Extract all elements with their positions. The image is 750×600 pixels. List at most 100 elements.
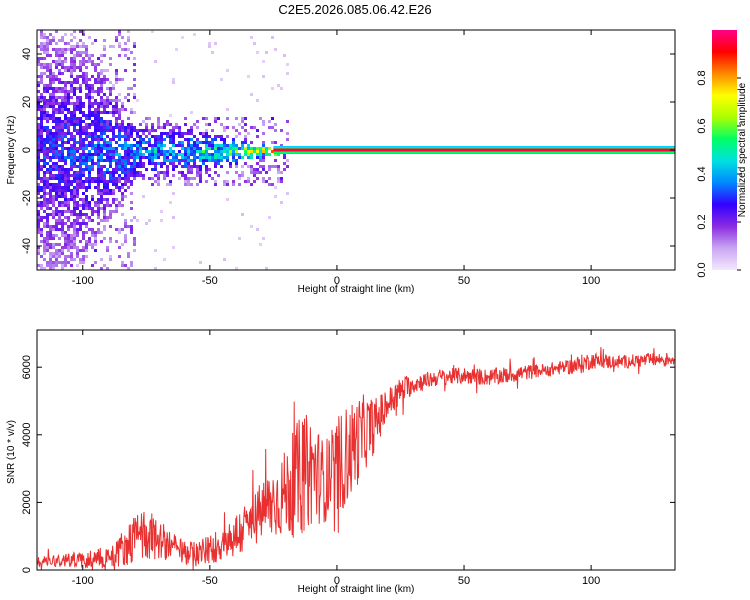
heatmap-cell (118, 174, 121, 177)
heatmap-cell (55, 177, 58, 180)
heatmap-cell (250, 183, 253, 186)
heatmap-cell (85, 117, 88, 120)
heatmap-cell (67, 42, 70, 45)
heatmap-cell (37, 162, 40, 165)
heatmap-cell (172, 141, 175, 144)
heatmap-cell (55, 60, 58, 63)
heatmap-cell (115, 171, 118, 174)
heatmap-cell (205, 150, 208, 153)
heatmap-cell (220, 159, 223, 162)
heatmap-cell (61, 159, 64, 162)
heatmap-cell (64, 156, 67, 159)
x-tick-label: -100 (72, 575, 94, 587)
heatmap-cell (88, 165, 91, 168)
heatmap-cell (130, 51, 133, 54)
heatmap-cell (145, 129, 148, 132)
heatmap-cell (46, 36, 49, 39)
heatmap-cell (37, 174, 40, 177)
heatmap-cell (103, 186, 106, 189)
heatmap-cell (91, 144, 94, 147)
heatmap-cell (88, 201, 91, 204)
heatmap-cell (76, 45, 79, 48)
heatmap-cell (46, 105, 49, 108)
heatmap-cell (37, 60, 40, 63)
heatmap-cell (124, 159, 127, 162)
heatmap-cell (40, 240, 43, 243)
heatmap-cell (73, 138, 76, 141)
heatmap-cell (100, 198, 103, 201)
heatmap-cell (67, 234, 70, 237)
heatmap-cell (70, 48, 73, 51)
heatmap-cell (58, 48, 61, 51)
heatmap-cell (76, 204, 79, 207)
heatmap-cell (250, 165, 253, 168)
heatmap-cell (157, 174, 160, 177)
heatmap-cell (64, 120, 67, 123)
heatmap-cell (40, 36, 43, 39)
heatmap-cell (181, 36, 184, 39)
heatmap-cell (247, 132, 250, 135)
heatmap-cell (205, 153, 208, 156)
heatmap-cell (67, 177, 70, 180)
heatmap-cell (220, 138, 223, 141)
heatmap-cell (118, 156, 121, 159)
heatmap-cell (52, 234, 55, 237)
heatmap-cell (46, 132, 49, 135)
heatmap-cell (253, 42, 256, 45)
heatmap-cell (178, 171, 181, 174)
heatmap-cell (148, 150, 151, 153)
heatmap-cell (118, 33, 121, 36)
heatmap-cell (133, 249, 136, 252)
heatmap-cell (85, 135, 88, 138)
heatmap-cell (112, 45, 115, 48)
heatmap-cell (112, 99, 115, 102)
heatmap-cell (118, 108, 121, 111)
heatmap-cell (202, 141, 205, 144)
heatmap-cell (70, 264, 73, 267)
heatmap-cell (97, 123, 100, 126)
heatmap-cell (94, 153, 97, 156)
heatmap-cell (160, 138, 163, 141)
heatmap-cell (58, 123, 61, 126)
heatmap-cell (178, 159, 181, 162)
heatmap-cell (76, 150, 79, 153)
heatmap-cell (178, 126, 181, 129)
heatmap-cell (226, 135, 229, 138)
heatmap-cell (106, 123, 109, 126)
heatmap-cell (52, 72, 55, 75)
heatmap-cell (130, 174, 133, 177)
heatmap-cell (46, 135, 49, 138)
heatmap-cell (67, 96, 70, 99)
heatmap-cell (145, 123, 148, 126)
heatmap-cell (85, 204, 88, 207)
heatmap-cell (73, 222, 76, 225)
heatmap-cell (70, 72, 73, 75)
heatmap-cell (133, 150, 136, 153)
heatmap-cell (106, 147, 109, 150)
heatmap-cell (184, 174, 187, 177)
heatmap-cell (136, 150, 139, 153)
heatmap-cell (85, 81, 88, 84)
heatmap-cell (160, 171, 163, 174)
heatmap-cell (49, 258, 52, 261)
heatmap-cell (61, 180, 64, 183)
heatmap-cell (46, 102, 49, 105)
heatmap-cell (70, 156, 73, 159)
heatmap-cell (52, 36, 55, 39)
heatmap-cell (139, 144, 142, 147)
heatmap-cell (70, 180, 73, 183)
heatmap-cell (109, 174, 112, 177)
heatmap-cell (157, 126, 160, 129)
heatmap-cell (55, 174, 58, 177)
heatmap-cell (79, 141, 82, 144)
heatmap-cell (82, 204, 85, 207)
heatmap-cell (136, 156, 139, 159)
heatmap-cell (40, 123, 43, 126)
heatmap-cell (55, 228, 58, 231)
heatmap-cell (256, 153, 259, 156)
heatmap-cell (115, 165, 118, 168)
heatmap-cell (166, 150, 169, 153)
heatmap-cell (37, 201, 40, 204)
heatmap-cell (142, 138, 145, 141)
heatmap-cell (205, 180, 208, 183)
